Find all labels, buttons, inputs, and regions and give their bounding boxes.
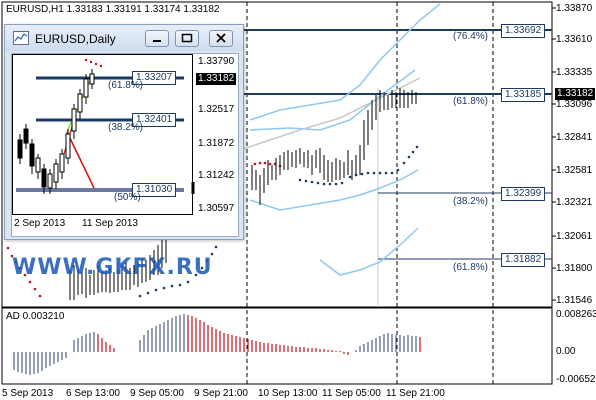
daily-level-price-box[interactable]: 1.32401: [132, 113, 177, 127]
level-price-box[interactable]: 1.33692: [501, 24, 546, 38]
price-tick: 1.33610: [556, 34, 593, 45]
daily-level-pct: (61.8%): [108, 80, 144, 91]
price-tick: 1.32321: [556, 197, 593, 208]
daily-chart-plot[interactable]: 1.33790 1.33182 1.32517 1.31872 1.31242 …: [11, 53, 239, 237]
level-pct: (76.4%): [453, 31, 489, 42]
price-tick: 1.33096: [556, 99, 593, 110]
daily-time-tick: 11 Sep 2013: [82, 218, 138, 229]
level-pct: (61.8%): [453, 96, 489, 107]
maximize-icon: [181, 33, 193, 43]
price-tick: 1.31800: [556, 263, 593, 274]
price-tick: 1.32841: [556, 132, 593, 143]
close-icon: [216, 33, 226, 43]
level-pct: (38.2%): [453, 196, 489, 207]
close-button[interactable]: [209, 30, 233, 47]
symbol-info: EURUSD,H1 1.33183 1.33191 1.33174 1.3318…: [6, 4, 220, 15]
indicator-tick: 0.00: [556, 346, 576, 357]
daily-level-price-box[interactable]: 1.31030: [132, 183, 177, 197]
maximize-button[interactable]: [175, 30, 199, 47]
price-tick: 1.31546: [556, 295, 593, 306]
window-title: EURUSD,Daily: [35, 32, 116, 46]
time-tick: 6 Sep 13:00: [66, 388, 120, 399]
daily-price-tick: 1.33790: [198, 56, 235, 67]
level-price-box[interactable]: 1.33185: [501, 88, 546, 102]
level-pct: (61.8%): [453, 262, 489, 273]
daily-level-pct: (38.2%): [108, 122, 144, 133]
daily-chart-window[interactable]: EURUSD,Daily: [4, 24, 244, 240]
price-tick: 1.33870: [556, 3, 593, 14]
minimize-button[interactable]: [145, 30, 169, 47]
level-price-box[interactable]: 1.31882: [501, 253, 546, 267]
daily-price-tick: 1.31872: [198, 138, 235, 149]
daily-price-tick: 1.31242: [198, 170, 235, 181]
daily-price-tick: 1.32517: [198, 104, 235, 115]
level-price-box[interactable]: 1.32399: [501, 187, 546, 201]
chart-window-icon: [13, 31, 29, 45]
daily-price-tick: 1.30597: [198, 203, 235, 214]
time-tick: 11 Sep 21:00: [386, 388, 445, 399]
price-tick: 1.33335: [556, 67, 593, 78]
watermark: WWW.GKFX.RU: [12, 255, 213, 280]
price-tick: 1.32581: [556, 165, 593, 176]
window-titlebar[interactable]: EURUSD,Daily: [5, 25, 243, 51]
current-price-marker: 1.33182: [555, 88, 596, 100]
time-tick: 9 Sep 05:00: [130, 388, 184, 399]
daily-current-price-marker: 1.33182: [196, 73, 237, 85]
price-tick: 1.32061: [556, 231, 593, 242]
time-tick: 9 Sep 21:00: [194, 388, 248, 399]
daily-time-tick: 2 Sep 2013: [14, 218, 66, 229]
indicator-label: AD 0.003210: [6, 311, 65, 322]
indicator-tick: 0.008263: [556, 309, 596, 320]
time-tick: 11 Sep 05:00: [322, 388, 381, 399]
daily-level-pct: (50%): [114, 192, 141, 203]
indicator-tick: -0.006522: [556, 374, 596, 385]
daily-level-price-box[interactable]: 1.33207: [132, 71, 177, 85]
minimize-icon: [153, 40, 161, 42]
time-tick: 5 Sep 2013: [2, 388, 54, 399]
time-tick: 10 Sep 13:00: [258, 388, 318, 399]
